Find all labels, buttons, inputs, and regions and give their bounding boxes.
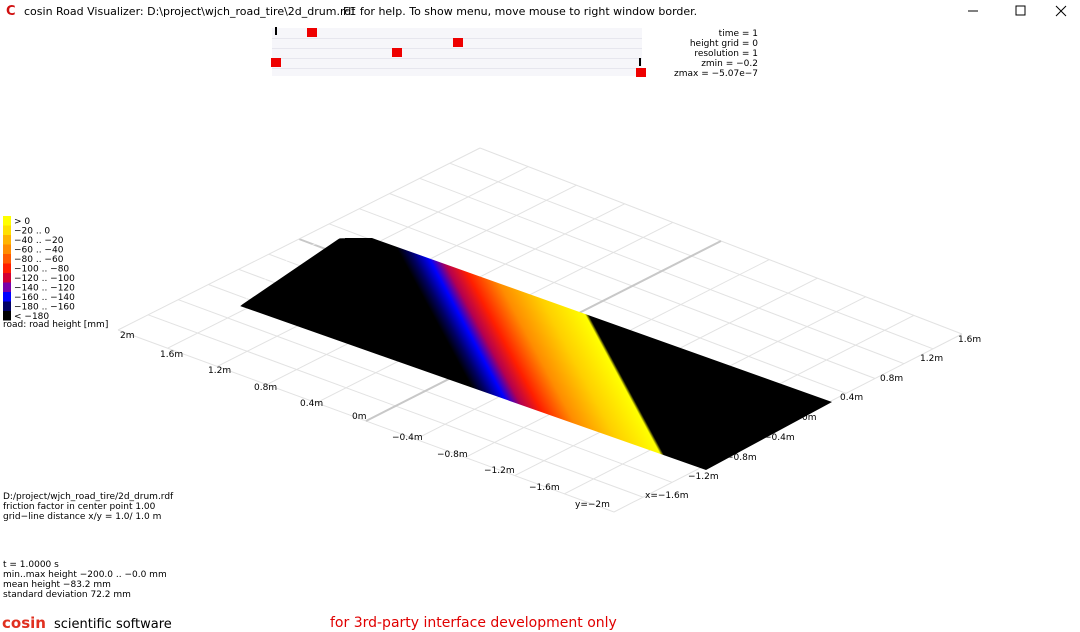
legend-swatch [3,225,11,235]
legend-swatch [3,273,11,283]
file-info: friction factor in center point 1.00 [3,502,156,512]
legend-swatch [3,301,11,311]
legend-swatch [3,254,11,264]
x-axis-label: 0m [802,413,817,423]
legend-label: −140 .. −120 [14,284,75,294]
legend-swatch [3,282,11,292]
y-axis-label: 1.6m [160,350,183,360]
x-axis-label: −1.2m [688,472,719,482]
legend-swatch [3,292,11,302]
y-axis-label: 0m [352,412,367,422]
file-info: D:/project/wjch_road_tire/2d_drum.rdf [3,492,174,502]
x-axis-label: −0.8m [726,453,757,463]
y-axis-label: −0.4m [392,433,423,443]
legend-label: −80 .. −60 [14,255,64,265]
x-axis-label: 1.6m [958,335,981,345]
brand: cosin [2,614,46,632]
maximize-button[interactable] [1015,5,1026,16]
grid-line [117,147,481,331]
legend-label: −120 .. −100 [14,274,75,284]
stats-line: mean height −83.2 mm [3,580,111,590]
legend-label: −160 .. −140 [14,293,75,303]
drum-edge [239,237,346,307]
y-axis-label: 0.4m [300,399,323,409]
notice: for 3rd-party interface development only [330,615,617,631]
x-axis-label: −0.4m [764,433,795,443]
legend-label: −60 .. −40 [14,246,64,256]
x-axis-label: 1.2m [920,354,943,364]
info-line: resolution = 1 [694,49,758,59]
stats-line: min..max height −200.0 .. −0.0 mm [3,570,167,580]
legend-swatch [3,235,11,245]
legend-label: > 0 [14,217,30,227]
title-bar [0,0,1080,22]
legend-label: < −180 [14,312,49,322]
legend-title: road: road height [mm] [3,320,108,330]
legend-swatch [3,311,11,321]
info-line: zmax = −5.07e−7 [674,69,758,79]
y-axis-label: 1.2m [208,366,231,376]
file-info: grid−line distance x/y = 1.0/ 1.0 m [3,512,161,522]
legend-swatch [3,216,11,226]
stats-line: t = 1.0000 s [3,560,59,570]
y-axis-label: y=−2m [575,500,610,510]
legend-label: −40 .. −20 [14,236,64,246]
legend-label: −20 .. 0 [14,227,50,237]
legend-swatch [3,263,11,273]
window-title: cosin Road Visualizer: D:\project\wjch_r… [24,5,356,18]
x-axis-label: 0.4m [840,393,863,403]
legend-swatch [3,244,11,254]
y-axis-label: −1.2m [484,466,515,476]
info-line: zmin = −0.2 [701,59,758,69]
brand-sub: scientific software [54,617,172,632]
info-line: height grid = 0 [690,39,758,49]
app-icon: C [6,4,16,19]
close-button[interactable] [1055,5,1067,17]
y-axis-label: −0.8m [437,450,468,460]
legend-label: −180 .. −160 [14,303,75,313]
y-axis-label: −1.6m [529,483,560,493]
y-axis-label: 0.8m [254,383,277,393]
stats-line: standard deviation 72.2 mm [3,590,131,600]
help-text: F1 for help. To show menu, move mouse to… [343,5,697,18]
track-overview [271,27,646,77]
x-axis-label: 0.8m [880,374,903,384]
info-line: time = 1 [719,29,758,39]
drum-surface [240,238,832,470]
legend-label: −100 .. −80 [14,265,69,275]
x-axis-label: x=−1.6m [645,491,689,501]
y-axis-label: 2m [120,331,135,341]
